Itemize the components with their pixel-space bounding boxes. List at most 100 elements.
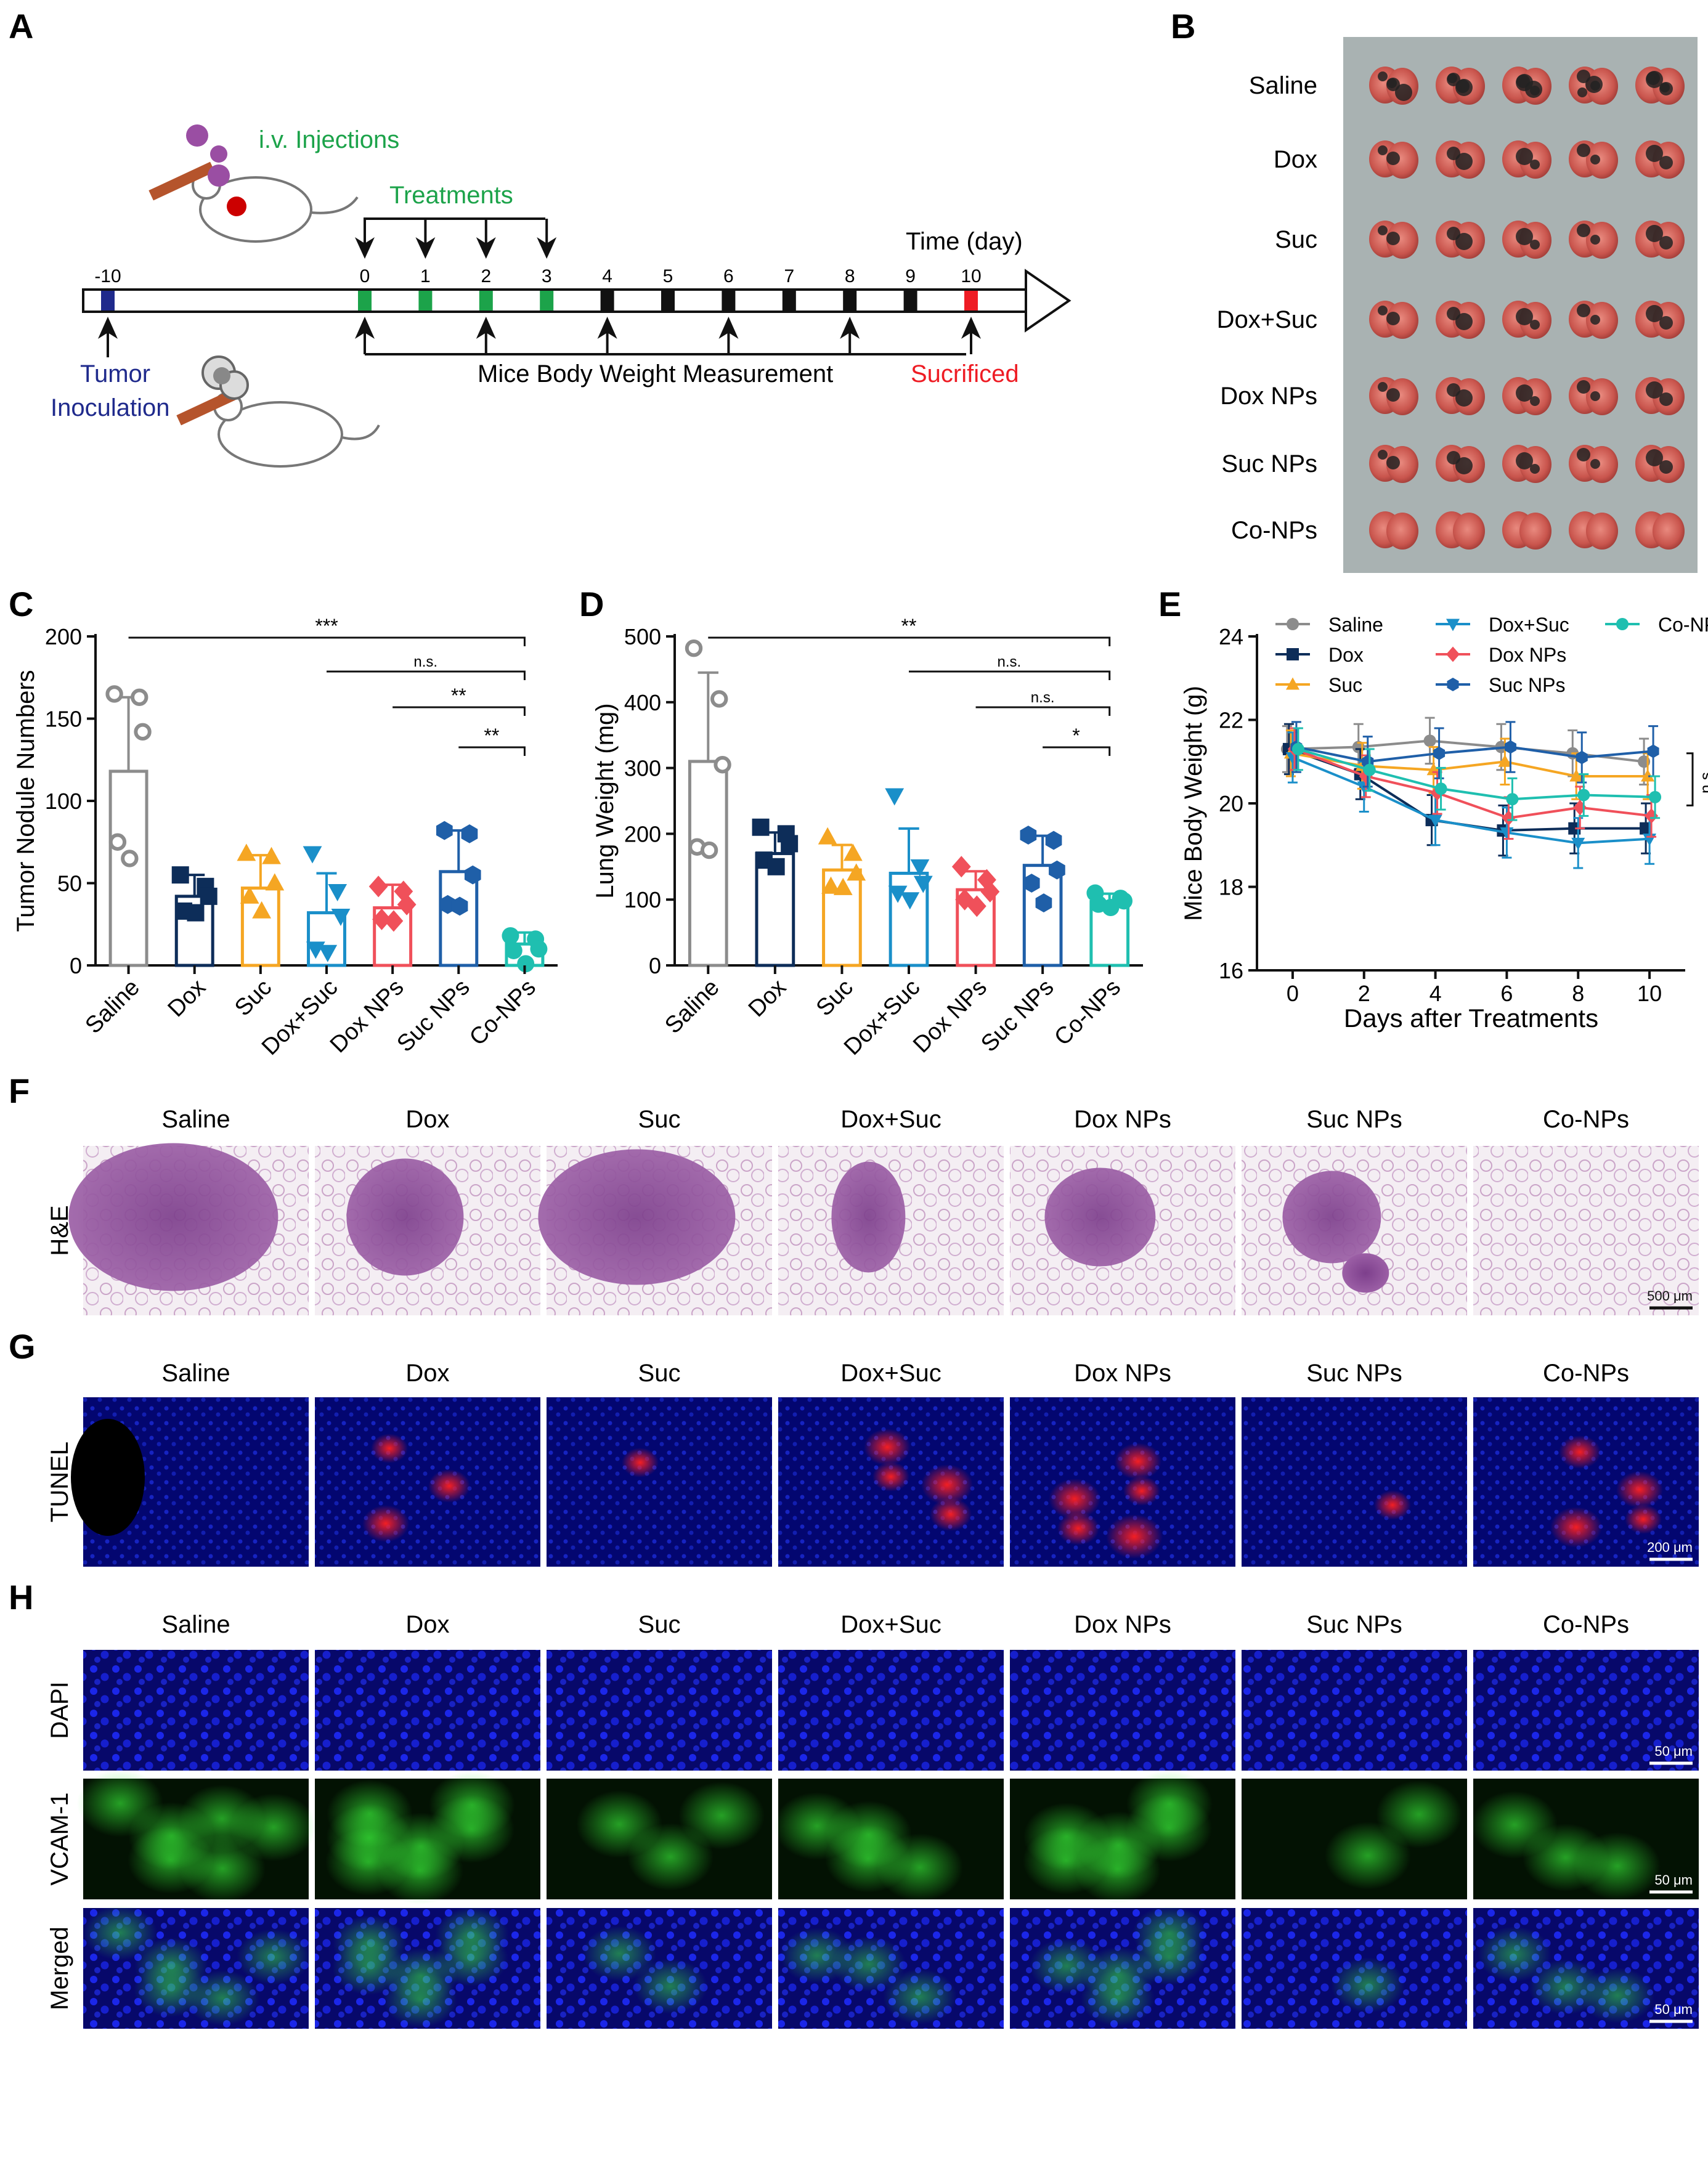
- metastasis-spot: [1659, 156, 1673, 169]
- lung-row-label-suc: Suc: [1275, 226, 1317, 253]
- vcam-signal: [678, 1782, 765, 1849]
- y-tick-label: 16: [1219, 958, 1243, 983]
- panel-label-a: A: [9, 7, 33, 46]
- day-marker-3: [540, 291, 554, 311]
- data-point: [1647, 744, 1659, 758]
- data-point: [171, 866, 189, 884]
- metastasis-spot: [1516, 384, 1533, 402]
- panel-label-e: E: [1158, 585, 1181, 623]
- data-point: [781, 835, 799, 853]
- tunel-apoptotic-signal: [1115, 1443, 1161, 1480]
- day-marker-9: [903, 291, 917, 311]
- tunel-image-suc-nps: [1242, 1397, 1467, 1567]
- he-column-header-suc: Suc: [638, 1106, 681, 1133]
- scale-bar-label-merged: 50 μm: [1654, 2002, 1693, 2017]
- significance-bracket: [909, 670, 1111, 680]
- data-point: [847, 863, 866, 881]
- treatments-label: Treatments: [389, 182, 513, 209]
- y-tick-label: 20: [1219, 791, 1243, 816]
- tunel-apoptotic-signal: [921, 1464, 973, 1505]
- merged-signal: [237, 1929, 311, 1984]
- metastasis-spot: [1577, 304, 1590, 317]
- data-point: [436, 821, 453, 840]
- data-point: [833, 877, 853, 895]
- bar-suc-nps: [439, 870, 479, 967]
- day-tick-label: 3: [542, 266, 552, 286]
- metastasis-spot: [1590, 155, 1600, 164]
- lung-row-label-dox: Dox: [1274, 146, 1317, 173]
- data-point: [1102, 899, 1120, 917]
- scale-bar-label-he: 500 μm: [1647, 1288, 1693, 1304]
- y-axis-label: Mice Body Weight (g): [1180, 686, 1207, 921]
- ihc-column-header-dox: Dox: [405, 1611, 449, 1638]
- tunel-apoptotic-signal: [1625, 1504, 1662, 1534]
- metastasis-spot: [1646, 145, 1663, 162]
- tunel-image-suc: [547, 1397, 772, 1567]
- data-point: [1363, 763, 1376, 776]
- he-tumor-region: [1282, 1171, 1381, 1264]
- ns-annotation: n.s.: [1696, 768, 1708, 794]
- lung-lobe-right: [1586, 142, 1618, 179]
- lung-lobe-right: [1386, 513, 1418, 550]
- lung-specimen: [1436, 301, 1485, 339]
- row-label-he: H&E: [46, 1205, 73, 1256]
- panel-label-g: G: [9, 1327, 36, 1366]
- lung-specimen: [1369, 511, 1418, 550]
- data-point: [710, 690, 728, 708]
- data-point: [384, 910, 404, 932]
- metastasis-spot: [1590, 235, 1600, 245]
- x-tick-label: 0: [1287, 981, 1299, 1006]
- metastasis-spot: [1577, 224, 1590, 237]
- lung-specimen: [1569, 221, 1618, 259]
- data-point: [134, 723, 152, 741]
- time-label: Time (day): [906, 228, 1023, 255]
- lung-specimen: [1369, 67, 1418, 105]
- day-tick-label: 7: [784, 266, 794, 286]
- metastasis-spot: [1590, 315, 1600, 325]
- metastasis-spot: [1659, 392, 1673, 406]
- data-point: [1428, 814, 1442, 827]
- metastasis-spot: [1646, 381, 1663, 399]
- data-point: [505, 941, 523, 959]
- row-label-vcam: VCAM-1: [46, 1792, 73, 1885]
- data-point: [328, 883, 348, 901]
- vcam-signal: [825, 1825, 911, 1893]
- merged-signal: [883, 1969, 957, 2024]
- lung-specimen: [1569, 301, 1618, 339]
- metastasis-spot: [1378, 71, 1388, 81]
- timeline-diagram: i.v. Injections Treatments -10 0 1 2 3 4 5 6 7 8 9…: [51, 124, 1072, 468]
- metastasis-spot: [1646, 71, 1660, 85]
- scale-bar-label-tunel: 200 μm: [1647, 1540, 1693, 1555]
- ihc-column-header-saline: Saline: [161, 1611, 230, 1638]
- legend-label-dox-suc: Dox+Suc: [1489, 614, 1569, 636]
- tunel-apoptotic-signal: [872, 1462, 909, 1492]
- data-point: [368, 875, 388, 898]
- significance-label: **: [901, 615, 917, 637]
- data-point: [464, 865, 481, 885]
- data-point: [461, 824, 478, 843]
- lung-lobe-right: [1386, 222, 1418, 259]
- treatment-arrowhead: [537, 237, 557, 259]
- lung-lobe-right: [1586, 302, 1618, 339]
- he-column-header-co-nps: Co-NPs: [1543, 1106, 1629, 1133]
- metastasis-spot: [1590, 459, 1600, 469]
- data-point: [1287, 648, 1299, 660]
- vcam-signal: [1523, 1824, 1609, 1891]
- day-marker-4: [600, 291, 614, 311]
- day-marker-10: [964, 291, 978, 311]
- data-point: [821, 876, 840, 894]
- lung-photo-panel: Saline Dox Suc Dox+Suc Dox NPs Suc NPs Co-NPs: [1217, 37, 1698, 573]
- metastasis-spot: [1378, 306, 1388, 315]
- ns-bracket: [1686, 752, 1694, 806]
- metastasis-spot: [1456, 79, 1470, 93]
- merged-signal: [1132, 1930, 1206, 1985]
- significance-label: n.s.: [1031, 689, 1055, 706]
- data-point: [977, 869, 996, 891]
- x-tick-label: 10: [1637, 981, 1662, 1006]
- merged-signal: [633, 1959, 707, 2014]
- weight-label: Mice Body Weight Measurement: [478, 360, 833, 388]
- weight-arrowhead: [718, 317, 739, 339]
- lung-specimen: [1369, 140, 1418, 179]
- data-point: [131, 688, 148, 706]
